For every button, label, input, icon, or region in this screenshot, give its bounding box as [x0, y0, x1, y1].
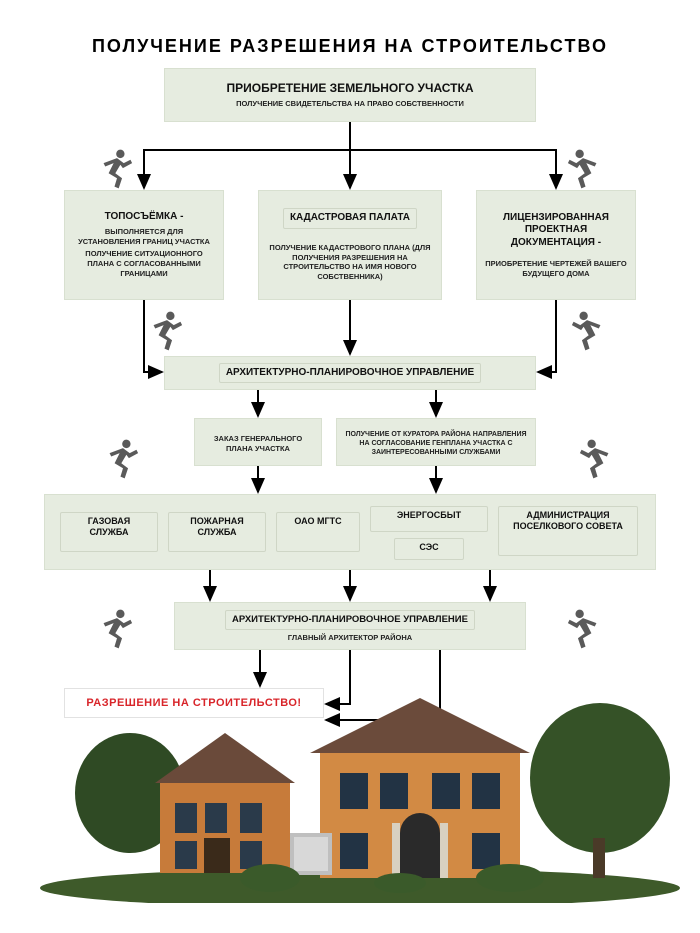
runner-icon — [566, 608, 600, 650]
node-title: ПРИОБРЕТЕНИЕ ЗЕМЕЛЬНОГО УЧАСТКА — [226, 81, 473, 96]
node-title: ГАЗОВАЯ СЛУЖБА — [67, 516, 151, 539]
node-text: ПОЛУЧЕНИЕ КАДАСТРОВОГО ПЛАНА (ДЛЯ ПОЛУЧЕ… — [267, 243, 433, 282]
node-title: ЗАКАЗ ГЕНЕРАЛЬНОГО ПЛАНА УЧАСТКА — [203, 434, 313, 454]
houses-illustration — [40, 673, 680, 903]
runner-icon — [566, 148, 600, 190]
node-mgts: ОАО МГТС — [276, 512, 360, 552]
node-title: ПОЛУЧЕНИЕ ОТ КУРАТОРА РАЙОНА НАПРАВЛЕНИЯ… — [345, 430, 527, 457]
node-title: СЭС — [401, 542, 457, 553]
node-title: ЭНЕРГОСБЫТ — [377, 510, 481, 521]
node-title: ТОПОСЪЁМКА - — [105, 211, 184, 224]
runner-icon — [150, 310, 184, 352]
node-curator-direction: ПОЛУЧЕНИЕ ОТ КУРАТОРА РАЙОНА НАПРАВЛЕНИЯ… — [336, 418, 536, 466]
node-text: ПРИОБРЕТЕНИЕ ЧЕРТЕЖЕЙ ВАШЕГО БУДУЩЕГО ДО… — [485, 259, 627, 279]
node-cadastre: КАДАСТРОВАЯ ПАЛАТА ПОЛУЧЕНИЕ КАДАСТРОВОГ… — [258, 190, 442, 300]
node-arch-planning-1: АРХИТЕКТУРНО-ПЛАНИРОВОЧНОЕ УПРАВЛЕНИЕ — [164, 356, 536, 390]
node-energy: ЭНЕРГОСБЫТ — [370, 506, 488, 532]
node-fire: ПОЖАРНАЯ СЛУЖБА — [168, 512, 266, 552]
runner-icon — [578, 438, 612, 480]
runner-icon — [100, 608, 134, 650]
node-genplan-order: ЗАКАЗ ГЕНЕРАЛЬНОГО ПЛАНА УЧАСТКА — [194, 418, 322, 466]
node-text: ВЫПОЛНЯЕТСЯ ДЛЯ УСТАНОВЛЕНИЯ ГРАНИЦ УЧАС… — [73, 227, 215, 247]
node-title: ЛИЦЕНЗИРОВАННАЯ ПРОЕКТНАЯ ДОКУМЕНТАЦИЯ - — [485, 212, 627, 250]
node-admin: АДМИНИСТРАЦИЯ ПОСЕЛКОВОГО СОВЕТА — [498, 506, 638, 556]
node-title: ПОЖАРНАЯ СЛУЖБА — [175, 516, 259, 539]
node-title: АРХИТЕКТУРНО-ПЛАНИРОВОЧНОЕ УПРАВЛЕНИЕ — [225, 610, 475, 630]
node-topo-survey: ТОПОСЪЁМКА - ВЫПОЛНЯЕТСЯ ДЛЯ УСТАНОВЛЕНИ… — [64, 190, 224, 300]
node-acquire-land: ПРИОБРЕТЕНИЕ ЗЕМЕЛЬНОГО УЧАСТКА ПОЛУЧЕНИ… — [164, 68, 536, 122]
node-title: АРХИТЕКТУРНО-ПЛАНИРОВОЧНОЕ УПРАВЛЕНИЕ — [219, 363, 481, 384]
node-gas: ГАЗОВАЯ СЛУЖБА — [60, 512, 158, 552]
node-title: ОАО МГТС — [283, 516, 353, 527]
node-subtitle: ПОЛУЧЕНИЕ СВИДЕТЕЛЬСТВА НА ПРАВО СОБСТВЕ… — [236, 99, 464, 109]
page-title: ПОЛУЧЕНИЕ РАЗРЕШЕНИЯ НА СТРОИТЕЛЬСТВО — [0, 36, 700, 57]
runner-icon — [570, 310, 604, 352]
node-licensed-docs: ЛИЦЕНЗИРОВАННАЯ ПРОЕКТНАЯ ДОКУМЕНТАЦИЯ -… — [476, 190, 636, 300]
node-ses: СЭС — [394, 538, 464, 560]
runner-icon — [100, 148, 134, 190]
node-subtitle: ГЛАВНЫЙ АРХИТЕКТОР РАЙОНА — [288, 633, 412, 643]
node-text: ПОЛУЧЕНИЕ СИТУАЦИОННОГО ПЛАНА С СОГЛАСОВ… — [73, 249, 215, 278]
node-title: КАДАСТРОВАЯ ПАЛАТА — [283, 208, 417, 229]
node-title: АДМИНИСТРАЦИЯ ПОСЕЛКОВОГО СОВЕТА — [505, 510, 631, 533]
node-arch-planning-2: АРХИТЕКТУРНО-ПЛАНИРОВОЧНОЕ УПРАВЛЕНИЕ ГЛ… — [174, 602, 526, 650]
runner-icon — [106, 438, 140, 480]
